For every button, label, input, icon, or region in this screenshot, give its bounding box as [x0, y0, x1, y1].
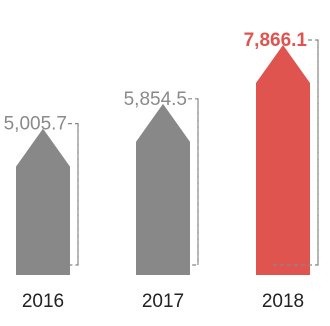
data-label-2017: 5,854.5	[124, 89, 187, 110]
leader-hook-2017	[151, 98, 199, 266]
bar-2017	[136, 103, 190, 275]
bar-2016	[16, 128, 70, 275]
data-label-2018: 7,866.1	[244, 30, 308, 51]
leader-line-2016	[68, 123, 79, 265]
leader-hook-2016	[31, 123, 79, 266]
bar-2018	[256, 45, 310, 275]
category-label-2017: 2017	[142, 291, 184, 312]
data-label-2016: 5,005.7	[4, 114, 67, 135]
category-label-2018: 2018	[262, 291, 304, 312]
leader-hook-2018	[271, 40, 319, 266]
category-label-2016: 2016	[22, 291, 64, 312]
